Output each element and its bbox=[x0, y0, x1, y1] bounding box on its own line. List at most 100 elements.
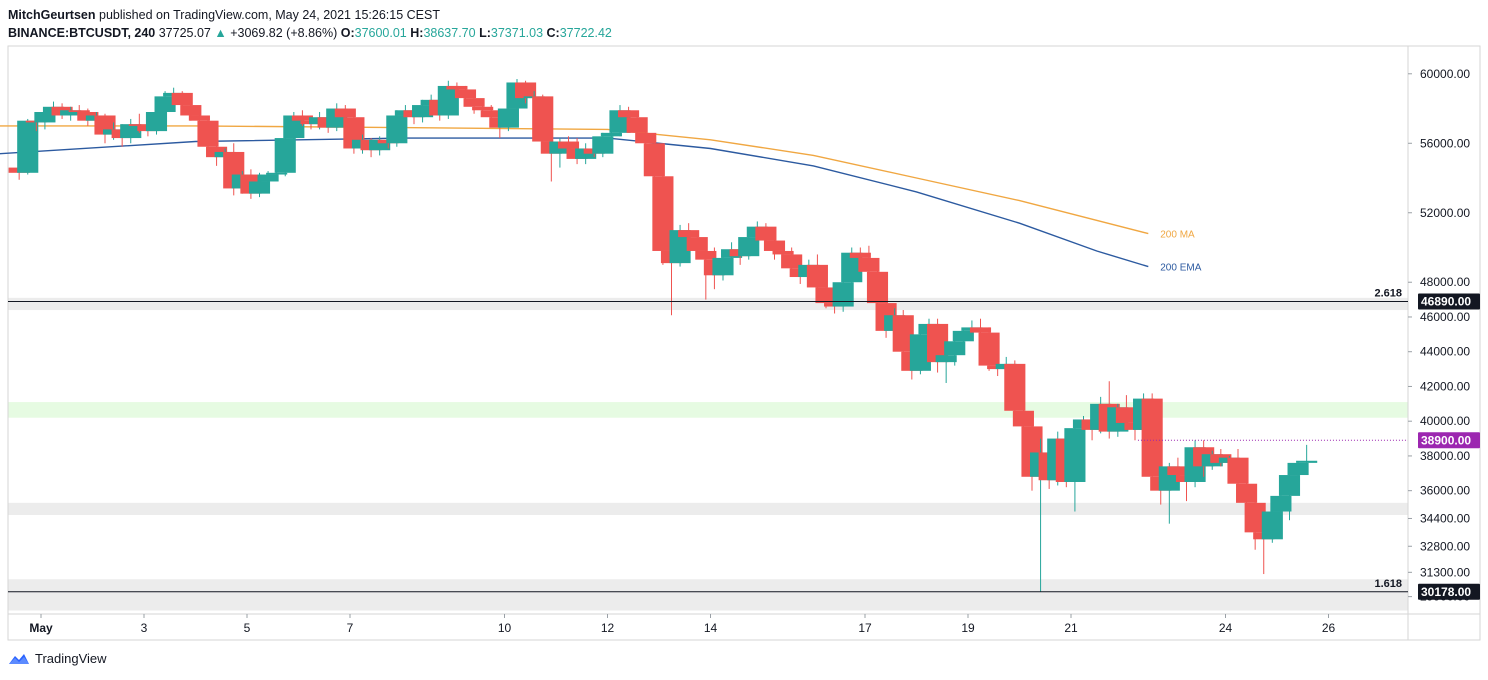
tradingview-footer[interactable]: TradingView bbox=[8, 651, 107, 666]
candle-body bbox=[17, 120, 39, 173]
candle[interactable] bbox=[386, 110, 408, 147]
candle-body bbox=[1012, 410, 1034, 427]
y-tick-label: 40000.00 bbox=[1420, 414, 1470, 428]
published-text: published on TradingView.com, May 24, 20… bbox=[99, 8, 440, 22]
candle[interactable] bbox=[1141, 393, 1163, 486]
x-tick-label: 19 bbox=[961, 621, 975, 635]
y-tick-label: 60000.00 bbox=[1420, 67, 1470, 81]
symbol-label[interactable]: BINANCE:BTCUSDT, 240 bbox=[8, 26, 156, 40]
y-tick-label: 34400.00 bbox=[1420, 511, 1470, 525]
candle[interactable] bbox=[515, 80, 537, 104]
candle-body bbox=[180, 105, 202, 116]
x-tick-label: 24 bbox=[1219, 621, 1233, 635]
x-tick-label: 21 bbox=[1064, 621, 1078, 635]
candle[interactable] bbox=[927, 318, 949, 373]
candle[interactable] bbox=[120, 118, 142, 144]
candle-body bbox=[669, 230, 691, 264]
candle-body bbox=[291, 115, 313, 121]
candle-body bbox=[952, 330, 974, 342]
candle-body bbox=[266, 172, 288, 175]
x-tick-label: 14 bbox=[704, 621, 718, 635]
ema-200-label: 200 EMA bbox=[1160, 263, 1201, 274]
candle-body bbox=[1261, 511, 1283, 540]
candle[interactable] bbox=[592, 132, 614, 158]
candle-body bbox=[412, 105, 434, 118]
moving-averages: 200 MA 200 EMA bbox=[0, 125, 1202, 274]
candle-body bbox=[283, 115, 305, 139]
candle[interactable] bbox=[17, 118, 39, 175]
candle-body bbox=[197, 120, 219, 147]
current-price-tag-bg bbox=[1418, 432, 1480, 449]
candle[interactable] bbox=[909, 327, 931, 375]
ema-200-line bbox=[0, 137, 1149, 268]
candle-body bbox=[858, 257, 880, 272]
candle[interactable] bbox=[1261, 508, 1283, 543]
candle[interactable] bbox=[832, 277, 854, 312]
current-price-tag[interactable]: 38900.00 bbox=[1421, 433, 1471, 447]
candle[interactable] bbox=[763, 238, 786, 260]
time-axis[interactable]: May 3 5 7 10 12 14 17 19 21 24 26 bbox=[29, 614, 1335, 635]
y-tick-label: 38000.00 bbox=[1420, 449, 1470, 463]
candle-body bbox=[652, 176, 674, 251]
close-label: C: bbox=[546, 26, 560, 40]
candle[interactable] bbox=[866, 266, 889, 309]
grey-zone bbox=[8, 502, 1408, 515]
candle[interactable] bbox=[806, 254, 828, 293]
candle[interactable] bbox=[652, 167, 674, 265]
candle-body bbox=[738, 237, 760, 257]
candle[interactable] bbox=[1244, 492, 1266, 550]
candle[interactable] bbox=[34, 108, 56, 130]
candle[interactable] bbox=[1064, 421, 1086, 512]
candle[interactable] bbox=[1278, 473, 1301, 521]
candle-body bbox=[128, 124, 150, 126]
open-label: O: bbox=[340, 26, 355, 40]
y-tick-label: 42000.00 bbox=[1420, 379, 1470, 393]
author-name[interactable]: MitchGeurtsen bbox=[8, 8, 96, 22]
candle-body bbox=[927, 323, 949, 363]
plot-border bbox=[7, 45, 1481, 641]
candle-body bbox=[815, 287, 837, 304]
fib-price-tag[interactable]: 46890.00 bbox=[1421, 295, 1471, 309]
candle[interactable] bbox=[978, 327, 1000, 371]
chart-header: MitchGeurtsen published on TradingView.c… bbox=[8, 6, 612, 42]
candle-body bbox=[532, 96, 554, 142]
candle[interactable] bbox=[1227, 448, 1249, 489]
candle[interactable] bbox=[1270, 490, 1292, 526]
candle-body bbox=[600, 132, 622, 137]
x-tick-label: 7 bbox=[347, 621, 354, 635]
candle[interactable] bbox=[145, 108, 168, 135]
x-tick-label: 3 bbox=[141, 621, 148, 635]
candle-body bbox=[1064, 428, 1086, 482]
candles-layer[interactable] bbox=[8, 79, 1318, 592]
candle-body bbox=[1278, 475, 1301, 496]
candle-body bbox=[806, 264, 828, 288]
candle[interactable] bbox=[1296, 444, 1318, 467]
last-price: 37725.07 bbox=[158, 26, 211, 40]
fib-price-tag[interactable]: 30178.00 bbox=[1421, 585, 1471, 599]
candle[interactable] bbox=[532, 94, 554, 147]
y-tick-label: 52000.00 bbox=[1420, 206, 1470, 220]
candle[interactable] bbox=[1004, 360, 1026, 418]
candle[interactable] bbox=[94, 113, 116, 144]
zones-layer bbox=[8, 297, 1408, 611]
candle[interactable] bbox=[274, 132, 296, 177]
candle[interactable] bbox=[1287, 461, 1309, 491]
candle-body bbox=[712, 257, 734, 276]
candle[interactable] bbox=[643, 136, 665, 184]
candle-body bbox=[248, 181, 271, 194]
candle-body bbox=[944, 341, 966, 356]
y-tick-label: 44000.00 bbox=[1420, 345, 1470, 359]
candle-body bbox=[678, 230, 700, 238]
fib-level-label: 1.618 bbox=[1374, 578, 1402, 590]
candle-body bbox=[257, 174, 279, 182]
candle-body bbox=[1296, 460, 1318, 463]
up-triangle-icon: ▲ bbox=[214, 26, 227, 40]
price-axis[interactable]: 60000.00 56000.00 52000.00 48000.00 46000.00… bbox=[1408, 67, 1480, 604]
candle-body bbox=[1227, 457, 1249, 484]
candle-body bbox=[1167, 466, 1189, 476]
candle[interactable] bbox=[952, 329, 974, 349]
candle-body bbox=[978, 332, 1000, 366]
candle[interactable] bbox=[60, 106, 82, 121]
candle[interactable] bbox=[369, 136, 391, 156]
